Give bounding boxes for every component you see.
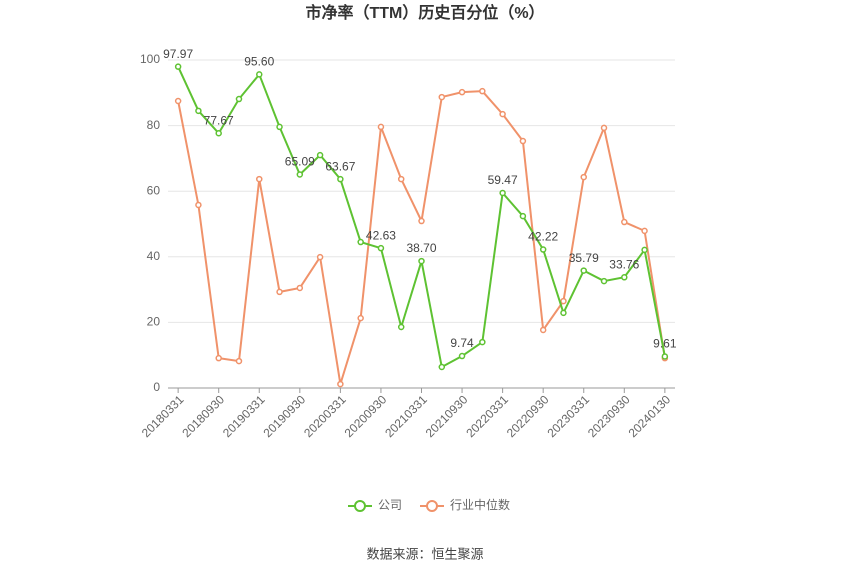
data-point	[215, 354, 222, 362]
data-point	[377, 244, 385, 252]
data-point	[256, 175, 263, 183]
y-tick-label: 40	[147, 249, 161, 263]
data-label: 42.22	[528, 230, 558, 244]
data-point	[337, 175, 344, 183]
data-point	[357, 314, 364, 322]
data-point	[458, 88, 466, 96]
data-point	[641, 227, 648, 235]
legend-label: 公司	[378, 498, 402, 512]
data-point	[438, 93, 446, 101]
data-label: 35.79	[569, 251, 599, 265]
data-point	[519, 212, 527, 220]
data-point	[337, 380, 344, 388]
data-point	[479, 87, 486, 95]
series-line	[177, 90, 666, 385]
data-point	[438, 363, 446, 371]
data-point	[600, 124, 608, 132]
x-tick-label: 20230930	[585, 392, 633, 440]
data-point	[357, 238, 364, 246]
data-point	[580, 173, 587, 181]
data-point	[539, 326, 547, 334]
data-point	[377, 123, 385, 131]
data-point	[276, 123, 283, 131]
x-tick-label: 20230331	[544, 392, 592, 440]
legend-label: 行业中位数	[450, 497, 510, 512]
data-point	[499, 110, 506, 118]
data-point	[539, 246, 547, 253]
y-tick-label: 100	[140, 52, 160, 66]
data-point	[600, 277, 608, 285]
x-tick-label: 20210331	[382, 392, 430, 440]
data-point	[296, 171, 304, 178]
y-tick-label: 60	[147, 183, 161, 197]
x-tick-label: 20220930	[504, 392, 552, 440]
x-tick-label: 20180331	[139, 392, 187, 440]
data-label: 63.67	[325, 159, 355, 173]
data-point	[621, 274, 628, 281]
data-point	[560, 309, 567, 317]
data-point	[316, 253, 324, 261]
chart-title: 市净率（TTM）历史百分位（%）	[305, 3, 544, 22]
data-point	[397, 323, 405, 331]
data-label: 95.60	[244, 55, 274, 69]
data-point	[621, 218, 628, 226]
data-label: 42.63	[366, 228, 396, 242]
data-point	[479, 338, 486, 346]
x-tick-label: 20190331	[220, 392, 268, 440]
data-label: 9.61	[653, 337, 677, 351]
x-tick-label: 20190930	[261, 392, 309, 440]
data-point	[519, 137, 527, 145]
data-point	[256, 71, 263, 78]
data-point	[397, 175, 405, 183]
data-label: 59.47	[488, 173, 518, 187]
x-tick-label: 20220331	[463, 392, 511, 440]
x-tick-label: 20180930	[179, 392, 227, 440]
y-tick-label: 0	[153, 380, 160, 394]
data-point	[174, 63, 182, 70]
y-tick-label: 80	[147, 118, 161, 132]
data-point	[296, 284, 304, 292]
data-label: 33.76	[609, 257, 639, 271]
legend-marker	[354, 500, 366, 512]
data-label: 38.70	[406, 241, 436, 255]
data-point	[499, 189, 506, 197]
data-label: 77.67	[204, 113, 234, 127]
x-tick-label: 20240130	[626, 392, 674, 440]
data-point	[560, 297, 567, 305]
data-point	[418, 217, 425, 225]
legend-marker	[426, 500, 438, 512]
data-point	[276, 288, 283, 296]
source-note: 数据来源：恒生聚源	[366, 546, 483, 561]
x-tick-label: 20200331	[301, 392, 349, 440]
data-point	[580, 267, 587, 274]
data-point	[316, 151, 324, 159]
data-point	[235, 357, 243, 365]
data-point	[418, 257, 425, 265]
data-point	[195, 201, 202, 209]
x-tick-label: 20200930	[342, 392, 390, 440]
y-tick-label: 20	[147, 315, 161, 329]
data-point	[215, 129, 222, 137]
data-label: 97.97	[163, 47, 193, 61]
data-point	[641, 246, 648, 254]
data-point	[458, 352, 466, 360]
data-point	[174, 97, 182, 105]
data-point	[235, 95, 243, 103]
data-label: 9.74	[450, 336, 474, 350]
data-label: 65.09	[285, 155, 315, 169]
data-point	[661, 353, 669, 360]
x-tick-label: 20210930	[423, 392, 471, 440]
data-point	[195, 107, 202, 115]
